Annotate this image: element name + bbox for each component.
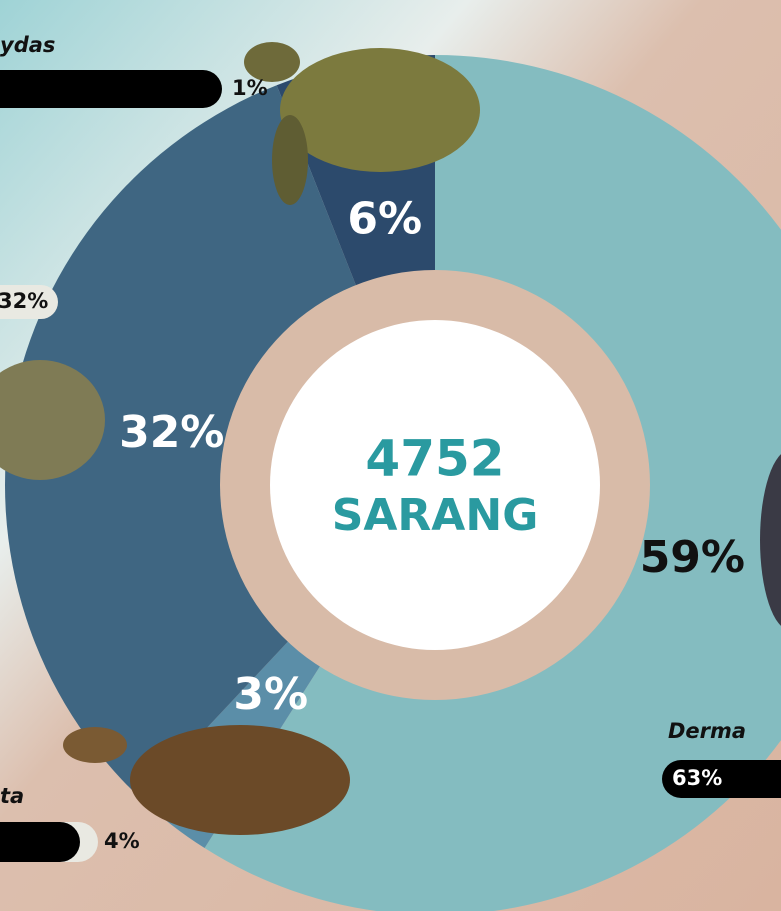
annotation-bar [0, 70, 222, 108]
annotation-label: 32% [0, 289, 48, 313]
annotation-label: 4% [104, 829, 140, 853]
annotation-name: ta [0, 784, 24, 808]
infographic: 4752 SARANG ydas 1% 32% ta 4% Derma 63% … [0, 0, 781, 911]
annotation-label: 1% [232, 76, 268, 100]
annotation-bar [0, 822, 80, 862]
segment-label: 59% [640, 532, 745, 583]
annotation-label: 63% [672, 766, 722, 790]
segment-label: 6% [347, 194, 422, 245]
segment-label: 32% [119, 407, 224, 458]
annotation-name: Derma [668, 719, 746, 743]
center-unit: SARANG [332, 490, 539, 541]
segment-label: 3% [233, 669, 308, 720]
annotation-name: ydas [0, 33, 55, 57]
center-number: 4752 [365, 430, 504, 488]
